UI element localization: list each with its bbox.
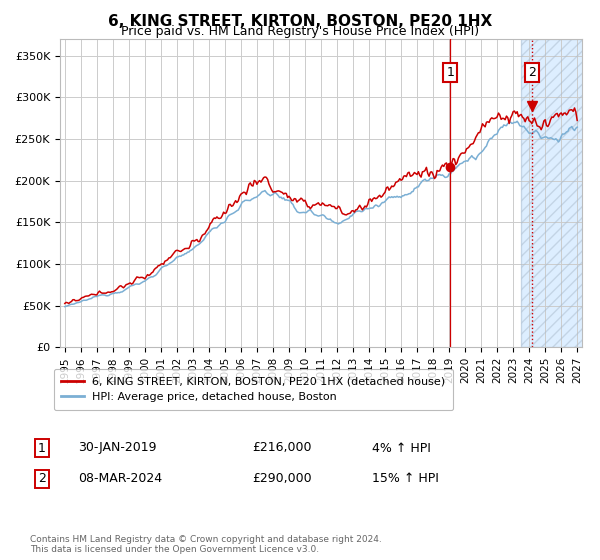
Text: 2: 2 xyxy=(38,472,46,486)
Legend: 6, KING STREET, KIRTON, BOSTON, PE20 1HX (detached house), HPI: Average price, d: 6, KING STREET, KIRTON, BOSTON, PE20 1HX… xyxy=(53,368,454,410)
Text: £290,000: £290,000 xyxy=(252,472,311,486)
Bar xyxy=(521,39,598,347)
Bar xyxy=(521,39,598,347)
Text: 15% ↑ HPI: 15% ↑ HPI xyxy=(372,472,439,486)
Text: 4% ↑ HPI: 4% ↑ HPI xyxy=(372,441,431,455)
Text: 2: 2 xyxy=(528,66,536,79)
Text: £216,000: £216,000 xyxy=(252,441,311,455)
Text: 6, KING STREET, KIRTON, BOSTON, PE20 1HX: 6, KING STREET, KIRTON, BOSTON, PE20 1HX xyxy=(108,14,492,29)
Text: Contains HM Land Registry data © Crown copyright and database right 2024.
This d: Contains HM Land Registry data © Crown c… xyxy=(30,535,382,554)
Text: 30-JAN-2019: 30-JAN-2019 xyxy=(78,441,157,455)
Text: 08-MAR-2024: 08-MAR-2024 xyxy=(78,472,162,486)
Text: 1: 1 xyxy=(38,441,46,455)
Text: 1: 1 xyxy=(446,66,454,79)
Text: Price paid vs. HM Land Registry's House Price Index (HPI): Price paid vs. HM Land Registry's House … xyxy=(121,25,479,38)
